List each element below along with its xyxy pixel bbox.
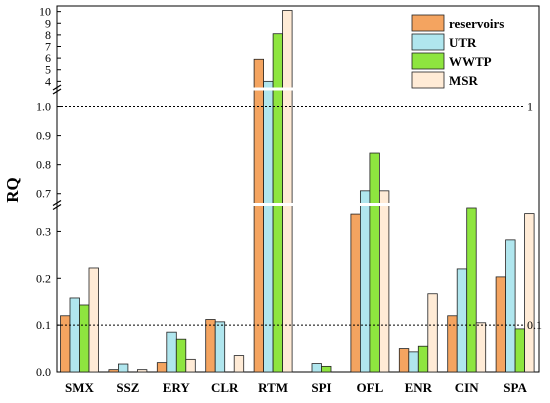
- x-tick-label: RTM: [258, 380, 288, 395]
- y-axis-title: RQ: [3, 177, 22, 203]
- legend-swatch: [411, 71, 445, 89]
- legend-label: WWTP: [449, 54, 492, 69]
- bar-spa-wwtp: [514, 328, 525, 373]
- bar-enr-msr: [427, 293, 438, 373]
- bar-spa-reservoirs: [495, 276, 507, 373]
- y-tick-label: 0.9: [36, 129, 51, 143]
- x-tick-label: CIN: [455, 380, 479, 395]
- bar-ssz-utr: [118, 363, 129, 373]
- bar-enr-utr: [408, 351, 419, 373]
- bar-rtm-msr: [282, 10, 293, 373]
- y-tick-label: 1.0: [36, 100, 51, 114]
- x-axis-labels: SMX SSZ ERY CLR RTM SPI OFL ENR CIN SPA: [65, 380, 527, 395]
- break-band: [58, 87, 538, 91]
- bar-spa-utr: [505, 239, 516, 373]
- legend-label: reservoirs: [449, 16, 504, 31]
- break-band: [58, 203, 538, 206]
- y-tick-label: 0.8: [36, 158, 51, 172]
- legend-swatch: [411, 52, 445, 70]
- x-tick-label: OFL: [357, 380, 384, 395]
- bar-ery-reservoirs: [156, 362, 168, 373]
- bar-spi-utr: [311, 363, 322, 373]
- x-tick-label: SPI: [311, 380, 331, 395]
- y-tick-label: 10: [39, 5, 51, 19]
- bar-enr-reservoirs: [398, 348, 410, 373]
- axis-break-mark: [52, 88, 62, 95]
- y-tick-label: 7: [45, 40, 51, 54]
- bar-spi-wwtp: [321, 365, 332, 373]
- bar-ery-msr: [185, 358, 196, 373]
- bar-spa-msr: [524, 213, 535, 373]
- reference-lines: 10.1: [57, 100, 542, 332]
- legend-swatch: [411, 14, 445, 32]
- reference-line-label: 0.1: [527, 318, 542, 332]
- y-tick-label: 5: [45, 63, 51, 77]
- bar-ssz-reservoirs: [108, 369, 119, 373]
- bar-smx-utr: [69, 297, 80, 373]
- bar-cin-msr: [475, 322, 487, 373]
- y-tick-label: 4: [45, 74, 51, 88]
- y-tick-label: 0.7: [36, 187, 51, 201]
- plot-frame: [56, 5, 540, 373]
- bar-cin-utr: [456, 268, 468, 373]
- reference-line-label: 1: [527, 100, 533, 114]
- bar-cin-reservoirs: [447, 315, 458, 373]
- bar-ofl-wwtp: [369, 152, 380, 373]
- bar-smx-reservoirs: [60, 315, 71, 373]
- axis-break-mark: [52, 84, 62, 91]
- bar-clr-reservoirs: [205, 319, 216, 373]
- axis-breaks: [52, 84, 538, 211]
- bar-ssz-msr: [136, 369, 148, 373]
- bar-ery-wwtp: [175, 338, 187, 373]
- bar-clr-utr: [214, 321, 226, 373]
- bar-ofl-msr: [378, 190, 390, 373]
- bar-rtm-utr: [263, 80, 274, 373]
- y-tick-label: 8: [45, 28, 51, 42]
- bar-enr-wwtp: [417, 345, 429, 373]
- x-tick-label: SMX: [65, 380, 95, 395]
- legend: reservoirs UTR WWTP MSR: [411, 14, 504, 89]
- y-tick-label: 9: [45, 16, 51, 30]
- legend-label: UTR: [449, 35, 477, 50]
- y-tick-label: 0.3: [36, 224, 51, 238]
- x-tick-label: SPA: [503, 380, 527, 395]
- bar-ofl-reservoirs: [350, 213, 361, 373]
- legend-label: MSR: [449, 73, 479, 88]
- x-tick-label: ENR: [405, 380, 433, 395]
- y-tick-label: 6: [45, 51, 51, 65]
- bar-smx-msr: [88, 267, 99, 373]
- y-tick-label: 0.2: [36, 271, 51, 285]
- bar-clr-msr: [233, 355, 245, 373]
- x-tick-label: CLR: [211, 380, 239, 395]
- y-tick-label: 0.1: [36, 318, 51, 332]
- x-tick-label: ERY: [163, 380, 191, 395]
- y-tick-label: 0.0: [36, 365, 51, 379]
- x-tick-label: SSZ: [116, 380, 139, 395]
- bar-rtm-wwtp: [272, 33, 284, 373]
- axis-break-mark: [52, 203, 62, 211]
- bar-cin-wwtp: [466, 207, 477, 373]
- legend-swatch: [411, 33, 445, 51]
- bar-ofl-utr: [359, 190, 371, 373]
- axis-break-mark: [52, 199, 62, 207]
- bars-group: [60, 10, 535, 373]
- bar-smx-wwtp: [79, 304, 90, 373]
- bar-ery-utr: [166, 331, 177, 373]
